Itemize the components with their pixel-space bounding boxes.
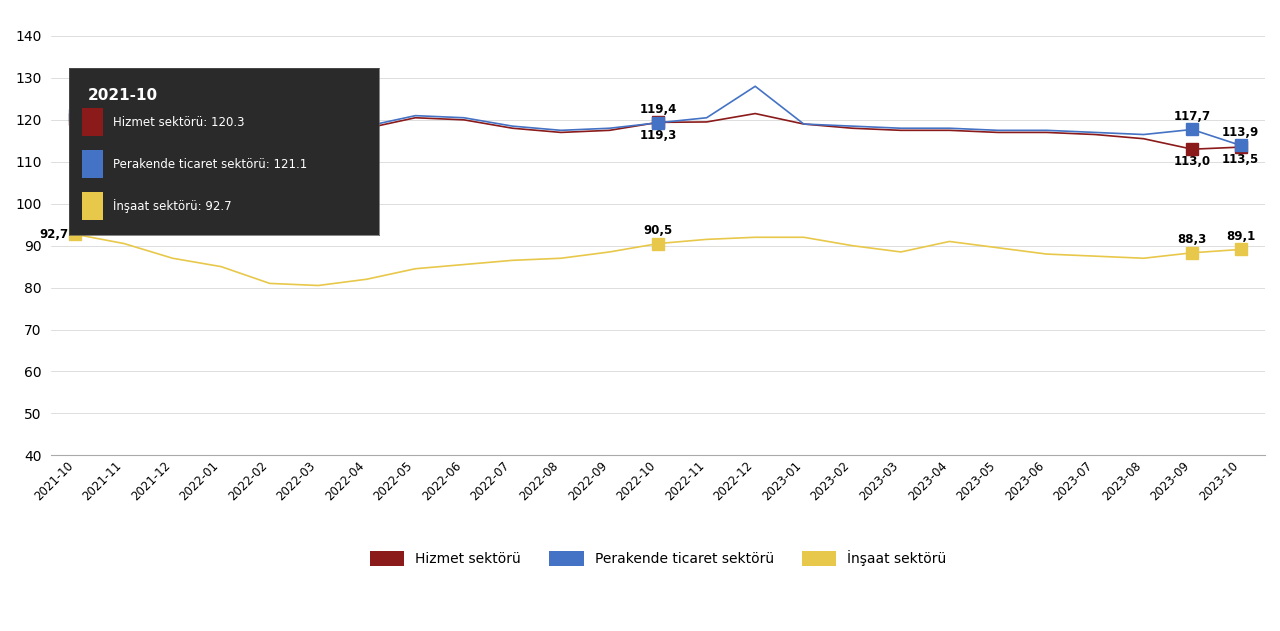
Text: 88,3: 88,3: [1178, 233, 1207, 247]
Text: 117,7: 117,7: [1174, 110, 1211, 123]
Legend: Hizmet sektörü, Perakende ticaret sektörü, İnşaat sektörü: Hizmet sektörü, Perakende ticaret sektör…: [364, 545, 952, 572]
Text: 89,1: 89,1: [1226, 230, 1256, 243]
Text: 113,9: 113,9: [1222, 126, 1260, 139]
Text: 119,4: 119,4: [640, 103, 677, 116]
Text: 119,3: 119,3: [640, 129, 677, 142]
Text: 121,1: 121,1: [76, 96, 113, 109]
Text: 113,5: 113,5: [1222, 153, 1260, 167]
Text: 90,5: 90,5: [644, 224, 673, 237]
Text: 120,3: 120,3: [76, 99, 113, 112]
Text: 92,7: 92,7: [40, 228, 68, 241]
Text: 113,0: 113,0: [1174, 155, 1211, 168]
